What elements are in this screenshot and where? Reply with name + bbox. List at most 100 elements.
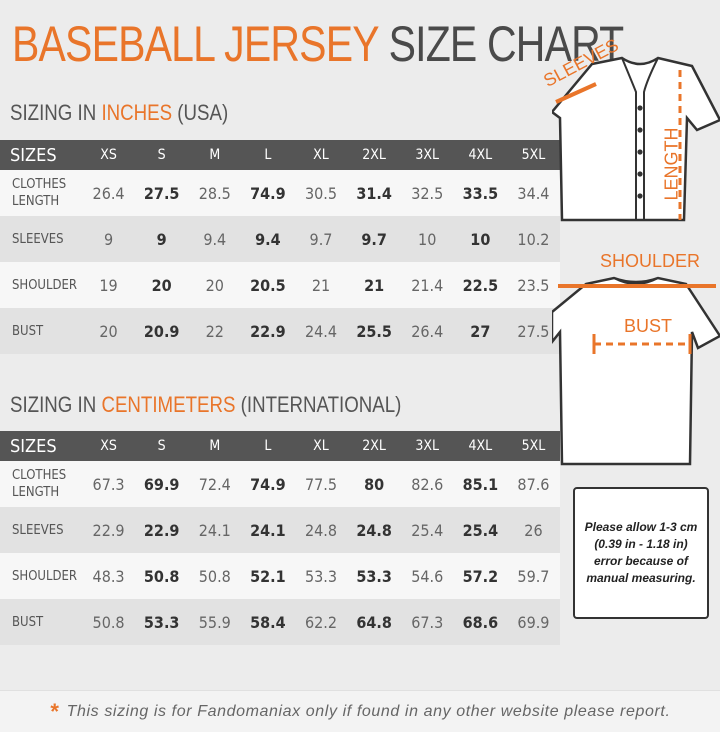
- centimeters-row-label: CLOTHES LENGTH: [0, 461, 82, 507]
- centimeters-size-header: 5XL: [506, 431, 560, 461]
- centimeters-value-cell: 53.3: [135, 599, 189, 645]
- centimeters-value-cell: 50.8: [82, 599, 136, 645]
- centimeters-heading-suffix: (INTERNATIONAL): [240, 392, 402, 417]
- page-title: BASEBALL JERSEY SIZE CHART: [12, 14, 624, 74]
- inches-value-cell: 32.5: [400, 170, 454, 216]
- inches-value-cell: 22: [188, 308, 242, 354]
- title-primary: BASEBALL JERSEY: [12, 16, 379, 72]
- footer-disclaimer: * This sizing is for Fandomaniax only if…: [0, 690, 720, 732]
- jersey-front-diagram: [552, 56, 720, 222]
- inches-value-cell: 9: [135, 216, 189, 262]
- inches-value-cell: 10: [400, 216, 454, 262]
- centimeters-size-header: L: [241, 431, 295, 461]
- table-row: SLEEVES 22.9 22.9 24.1 24.1 24.8 24.8 25.4 25.4 2…: [0, 507, 560, 553]
- inches-value-cell: 30.5: [294, 170, 348, 216]
- length-diagram-label: LENGTH: [661, 127, 682, 201]
- inches-value-cell: 27: [453, 308, 507, 354]
- measurement-note: Please allow 1-3 cm (0.39 in - 1.18 in) …: [573, 487, 709, 619]
- inches-size-header: 4XL: [453, 140, 507, 170]
- inches-size-table: SIZES XS S M L XL 2XL 3XL 4XL 5XL CLOTHES LENGTH 26.…: [0, 140, 560, 354]
- inches-value-cell: 28.5: [188, 170, 242, 216]
- inches-value-cell: 21.4: [400, 262, 454, 308]
- inches-value-cell: 9.4: [241, 216, 295, 262]
- inches-size-header: S: [135, 140, 189, 170]
- inches-size-header: 2XL: [347, 140, 401, 170]
- centimeters-value-cell: 85.1: [453, 461, 507, 507]
- inches-size-header: M: [188, 140, 242, 170]
- centimeters-value-cell: 77.5: [294, 461, 348, 507]
- inches-heading-unit: INCHES: [101, 100, 173, 125]
- jersey-back-diagram: [552, 276, 720, 466]
- centimeters-value-cell: 24.1: [241, 507, 295, 553]
- centimeters-size-header: 2XL: [347, 431, 401, 461]
- inches-value-cell: 33.5: [453, 170, 507, 216]
- inches-value-cell: 22.9: [241, 308, 295, 354]
- inches-value-cell: 31.4: [347, 170, 401, 216]
- inches-value-cell: 22.5: [453, 262, 507, 308]
- inches-value-cell: 24.4: [294, 308, 348, 354]
- inches-value-cell: 21: [347, 262, 401, 308]
- inches-value-cell: 26.4: [400, 308, 454, 354]
- measurement-note-text: Please allow 1-3 cm (0.39 in - 1.18 in) …: [584, 520, 698, 585]
- centimeters-value-cell: 24.8: [347, 507, 401, 553]
- centimeters-size-header: 4XL: [453, 431, 507, 461]
- centimeters-value-cell: 72.4: [188, 461, 242, 507]
- inches-value-cell: 9.7: [294, 216, 348, 262]
- shoulder-diagram-label: SHOULDER: [600, 251, 701, 271]
- inches-row-label: SHOULDER: [0, 262, 82, 308]
- jersey-back-outline: [552, 276, 720, 466]
- centimeters-value-cell: 69.9: [135, 461, 189, 507]
- centimeters-value-cell: 52.1: [241, 553, 295, 599]
- centimeters-value-cell: 50.8: [188, 553, 242, 599]
- centimeters-value-cell: 64.8: [347, 599, 401, 645]
- table-row: BUST 50.8 53.3 55.9 58.4 62.2 64.8 67.3 68.6 69.9: [0, 599, 560, 645]
- inches-value-cell: 20.9: [135, 308, 189, 354]
- inches-value-cell: 25.5: [347, 308, 401, 354]
- centimeters-value-cell: 53.3: [294, 553, 348, 599]
- centimeters-row-label: SLEEVES: [0, 507, 82, 553]
- inches-value-cell: 34.4: [506, 170, 560, 216]
- inches-heading-prefix: SIZING IN: [10, 100, 97, 125]
- inches-value-cell: 9.4: [188, 216, 242, 262]
- centimeters-value-cell: 68.6: [453, 599, 507, 645]
- centimeters-size-header: 3XL: [400, 431, 454, 461]
- centimeters-value-cell: 80: [347, 461, 401, 507]
- inches-size-header: L: [241, 140, 295, 170]
- inches-heading-suffix: (USA): [177, 100, 229, 125]
- inches-value-cell: 9.7: [347, 216, 401, 262]
- inches-size-header: 5XL: [506, 140, 560, 170]
- centimeters-value-cell: 50.8: [135, 553, 189, 599]
- inches-value-cell: 20: [82, 308, 136, 354]
- inches-row-label: BUST: [0, 308, 82, 354]
- inches-heading: SIZING IN INCHES (USA): [10, 100, 228, 126]
- centimeters-value-cell: 25.4: [453, 507, 507, 553]
- centimeters-row-label: BUST: [0, 599, 82, 645]
- inches-value-cell: 23.5: [506, 262, 560, 308]
- centimeters-value-cell: 48.3: [82, 553, 136, 599]
- centimeters-size-header: S: [135, 431, 189, 461]
- footer-star: *: [49, 698, 59, 724]
- inches-value-cell: 26.4: [82, 170, 136, 216]
- table-row: SLEEVES 9 9 9.4 9.4 9.7 9.7 10 10 10.2: [0, 216, 560, 262]
- centimeters-value-cell: 62.2: [294, 599, 348, 645]
- centimeters-value-cell: 87.6: [506, 461, 560, 507]
- centimeters-size-header: XS: [82, 431, 136, 461]
- inches-sizes-header: SIZES: [0, 140, 82, 170]
- centimeters-sizes-header: SIZES: [0, 431, 82, 461]
- centimeters-value-cell: 82.6: [400, 461, 454, 507]
- inches-row-label: CLOTHES LENGTH: [0, 170, 82, 216]
- inches-value-cell: 20.5: [241, 262, 295, 308]
- table-row: SHOULDER 19 20 20 20.5 21 21 21.4 22.5 23.5: [0, 262, 560, 308]
- centimeters-row-label: SHOULDER: [0, 553, 82, 599]
- centimeters-value-cell: 22.9: [82, 507, 136, 553]
- inches-header-row: SIZES XS S M L XL 2XL 3XL 4XL 5XL: [0, 140, 560, 170]
- table-row: BUST 20 20.9 22 22.9 24.4 25.5 26.4 27 27.5: [0, 308, 560, 354]
- centimeters-value-cell: 25.4: [400, 507, 454, 553]
- table-row: CLOTHES LENGTH 67.3 69.9 72.4 74.9 77.5 80 82.6 8…: [0, 461, 560, 507]
- inches-value-cell: 21: [294, 262, 348, 308]
- centimeters-size-header: M: [188, 431, 242, 461]
- inches-value-cell: 27.5: [135, 170, 189, 216]
- centimeters-value-cell: 67.3: [82, 461, 136, 507]
- centimeters-value-cell: 58.4: [241, 599, 295, 645]
- table-row: CLOTHES LENGTH 26.4 27.5 28.5 74.9 30.5 31.4 32.…: [0, 170, 560, 216]
